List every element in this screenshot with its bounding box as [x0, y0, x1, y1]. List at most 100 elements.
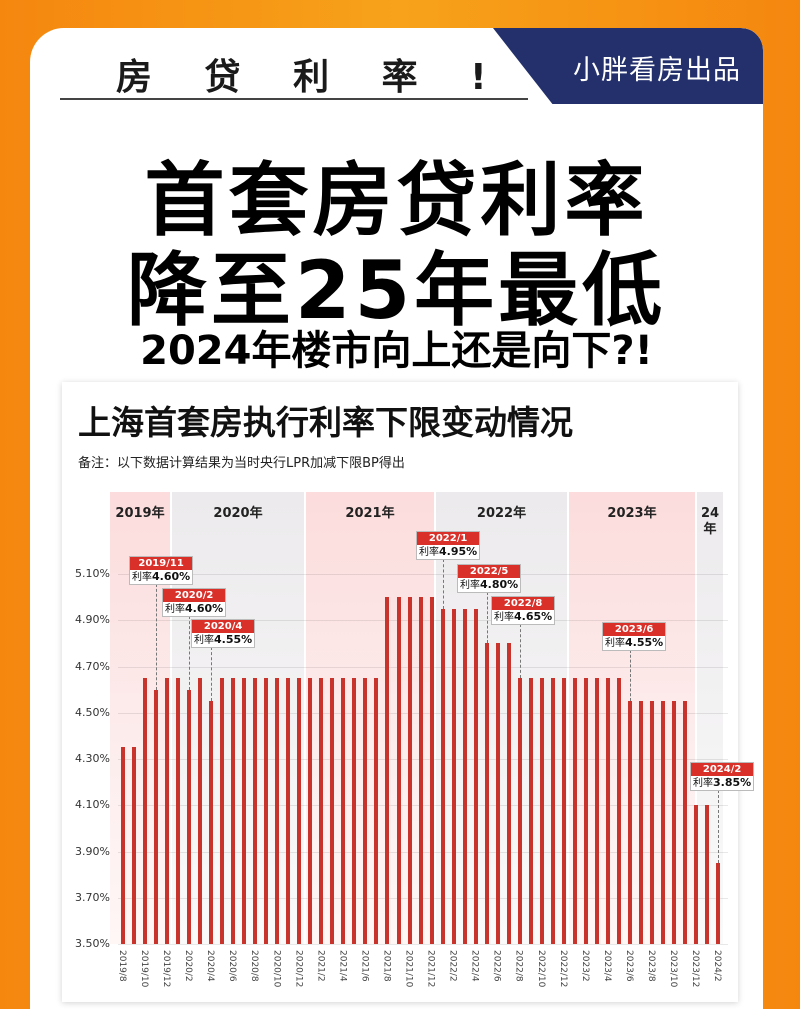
callout-rate: 利率4.55%	[605, 636, 664, 649]
bar	[275, 678, 280, 944]
x-axis-tick: 2020/4	[205, 950, 216, 982]
gridline	[118, 805, 728, 807]
bar	[165, 678, 170, 944]
bar	[705, 805, 710, 944]
x-axis-tick: 2020/2	[183, 950, 194, 982]
x-axis-tick: 2020/8	[249, 950, 260, 982]
callout-leader-line	[189, 616, 191, 690]
bar	[594, 678, 599, 944]
headline-line-1: 首套房贷利率	[144, 154, 649, 247]
y-axis-tick: 4.70%	[75, 659, 110, 673]
bar	[561, 678, 566, 944]
bar	[528, 678, 533, 944]
x-axis-tick: 2019/12	[161, 950, 172, 988]
bar	[187, 689, 192, 944]
bar	[319, 678, 324, 944]
bar	[572, 678, 577, 944]
y-axis-tick: 4.30%	[75, 752, 110, 765]
gridline	[118, 897, 728, 899]
bar	[396, 597, 401, 944]
callout-rate: 利率4.80%	[460, 578, 519, 591]
rate-callout: 2020/2 利率4.60%	[162, 588, 227, 617]
bar	[407, 597, 412, 944]
gridline	[118, 666, 728, 668]
bar	[484, 643, 489, 944]
bar	[220, 678, 225, 944]
callout-date: 2022/5	[458, 565, 521, 578]
bar	[297, 678, 302, 944]
callout-rate: 利率4.95%	[419, 545, 478, 558]
x-axis-tick: 2020/10	[271, 950, 282, 988]
callout-date: 2020/4	[192, 620, 255, 633]
callout-date: 2023/6	[603, 623, 666, 636]
callout-leader-line	[442, 559, 444, 609]
callout-leader-line	[629, 650, 631, 702]
year-band-label: 2023年	[607, 506, 657, 521]
bar	[198, 678, 203, 944]
gridline	[118, 712, 728, 714]
x-axis-tick: 2022/8	[513, 950, 524, 982]
bar	[418, 597, 423, 944]
bar	[583, 678, 588, 944]
bar	[264, 678, 269, 944]
y-axis-tick: 3.50%	[75, 937, 110, 950]
callout-rate: 利率4.60%	[165, 602, 224, 615]
bar	[385, 597, 390, 944]
bar	[121, 747, 125, 944]
bar	[352, 678, 357, 944]
y-axis-tick: 3.90%	[75, 844, 110, 858]
callout-rate: 利率4.55%	[194, 633, 253, 646]
bar	[154, 689, 159, 944]
bar	[253, 678, 258, 944]
x-axis-tick: 2020/12	[293, 950, 304, 988]
bar	[242, 678, 247, 944]
headline-line-2: 降至25年最低	[126, 244, 667, 337]
kicker-divider	[60, 98, 528, 100]
callout-leader-line	[211, 647, 213, 702]
x-axis-tick: 2021/10	[403, 950, 414, 988]
callout-date: 2024/2	[691, 763, 754, 776]
x-axis-tick: 2019/8	[117, 950, 127, 982]
bar	[429, 597, 434, 944]
x-axis-tick: 2021/8	[381, 950, 392, 982]
callout-leader-line	[718, 790, 720, 864]
bar	[660, 701, 665, 944]
x-axis-tick: 2023/12	[690, 950, 701, 988]
x-axis-tick: 2023/2	[579, 950, 590, 982]
brand-label: 小胖看房出品	[573, 55, 741, 86]
bar-chart-plot: 5.10% 4.90% 4.70% 4.50% 4.30% 4.10% 3.90% 3.70%…	[62, 382, 755, 1002]
chart-note: 备注：以下数据计算结果为当时央行LPR加减下限BP得出	[78, 456, 405, 471]
gridline	[118, 620, 728, 622]
gridline	[118, 759, 728, 760]
kicker-title: 房 贷 利 率 !	[116, 57, 507, 98]
year-band-label: 24 年	[700, 506, 720, 537]
bar	[374, 678, 379, 944]
callout-leader-line	[156, 584, 158, 690]
bar	[683, 701, 688, 944]
bar	[330, 678, 335, 944]
year-band: 2021年	[306, 492, 434, 944]
year-band-label: 2019年	[115, 506, 165, 521]
bar	[517, 678, 522, 944]
bar	[231, 678, 236, 944]
bar	[176, 678, 181, 944]
gridline	[118, 944, 728, 945]
rate-callout: 2022/8 利率4.65%	[491, 596, 556, 625]
bar	[638, 701, 643, 944]
bar	[550, 678, 555, 944]
bar	[363, 678, 368, 944]
x-axis-tick: 2023/6	[623, 950, 634, 982]
bar	[495, 643, 500, 944]
callout-leader-line	[486, 592, 488, 644]
y-axis-tick: 5.10%	[75, 567, 110, 580]
x-axis-tick: 2022/10	[535, 950, 546, 988]
y-axis-tick: 4.10%	[75, 798, 110, 812]
x-axis-tick: 2022/4	[469, 950, 480, 982]
callout-date: 2020/2	[163, 589, 226, 602]
bar	[672, 701, 676, 944]
bar	[649, 701, 654, 944]
bar	[132, 747, 137, 944]
x-axis-tick: 2021/4	[337, 950, 348, 982]
year-band-label: 2020年	[213, 506, 263, 521]
year-band: 2020年	[172, 492, 304, 944]
